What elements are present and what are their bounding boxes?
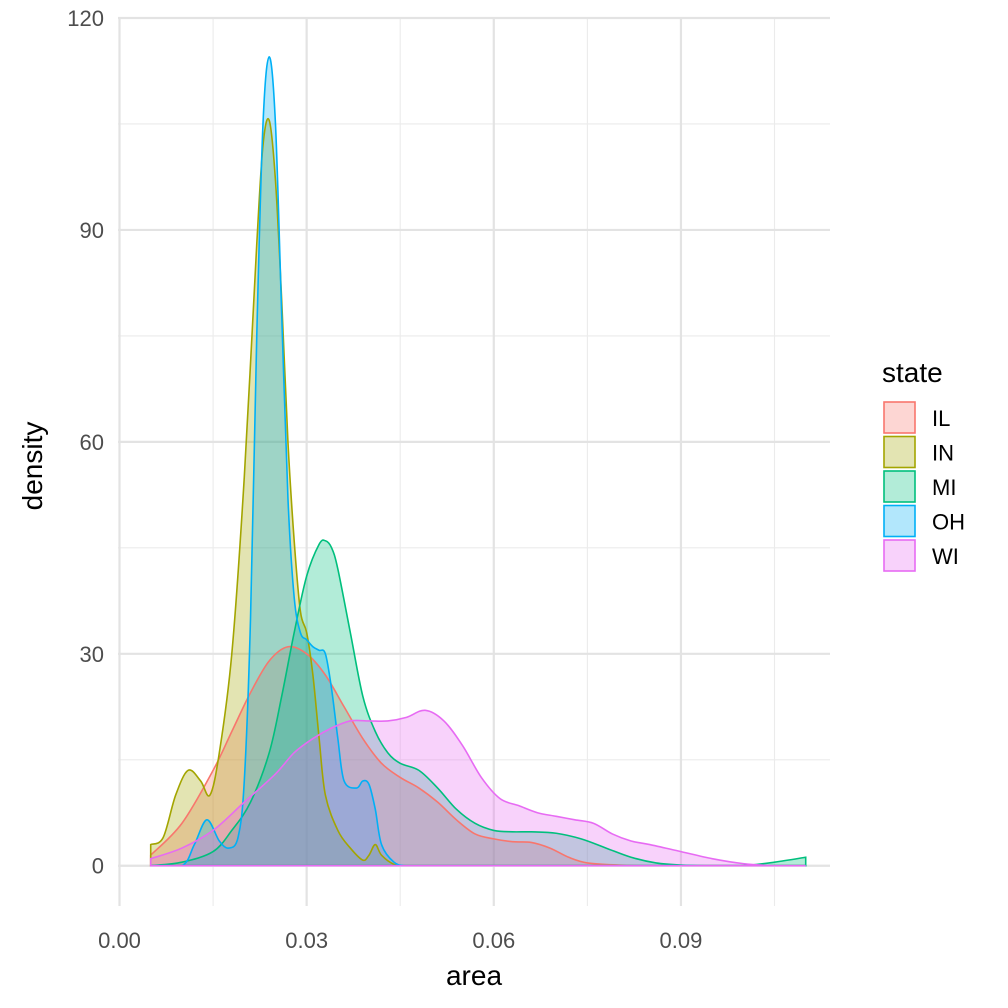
y-tick-labels: 0 30 60 90 120 <box>67 6 104 879</box>
legend-key-il <box>883 401 916 434</box>
x-tick-label: 0.09 <box>660 928 703 953</box>
density-area-wi <box>150 710 806 866</box>
density-area-in <box>150 118 806 866</box>
density-line-wi <box>149 709 806 867</box>
legend-label-oh: OH <box>932 510 965 535</box>
legend-key-mi <box>883 470 916 503</box>
legend-label-il: IL <box>932 406 950 431</box>
legend-key-in <box>883 435 916 469</box>
density-lines <box>149 56 807 867</box>
legend-items: IL IN MI OH WI <box>883 401 965 572</box>
y-tick-label: 0 <box>92 854 104 879</box>
density-line-mi <box>150 539 807 867</box>
legend-item-mi: MI <box>883 470 956 503</box>
density-area-il <box>150 646 806 866</box>
density-areas <box>150 56 806 866</box>
legend-item-in: IN <box>883 435 954 469</box>
legend-item-oh: OH <box>883 504 965 538</box>
legend: state IL IN MI OH WI <box>882 357 965 572</box>
density-area-oh <box>150 56 806 866</box>
density-area-mi <box>150 540 806 866</box>
x-axis-title: area <box>446 960 502 991</box>
x-tick-labels: 0.00 0.03 0.06 0.09 <box>98 928 702 953</box>
y-axis-title: density <box>17 422 48 511</box>
x-tick-label: 0.00 <box>98 928 141 953</box>
legend-label-mi: MI <box>932 475 956 500</box>
y-tick-label: 90 <box>80 218 104 243</box>
y-tick-label: 120 <box>67 6 104 31</box>
x-tick-label: 0.03 <box>285 928 328 953</box>
y-tick-label: 60 <box>80 430 104 455</box>
x-tick-label: 0.06 <box>472 928 515 953</box>
legend-label-in: IN <box>932 441 954 466</box>
density-line-il <box>149 645 806 867</box>
legend-item-wi: WI <box>883 539 959 572</box>
legend-key-wi <box>883 539 916 572</box>
legend-label-wi: WI <box>932 544 959 569</box>
legend-key-oh <box>883 504 916 538</box>
y-tick-label: 30 <box>80 642 104 667</box>
legend-item-il: IL <box>883 401 950 434</box>
legend-title: state <box>882 357 943 388</box>
